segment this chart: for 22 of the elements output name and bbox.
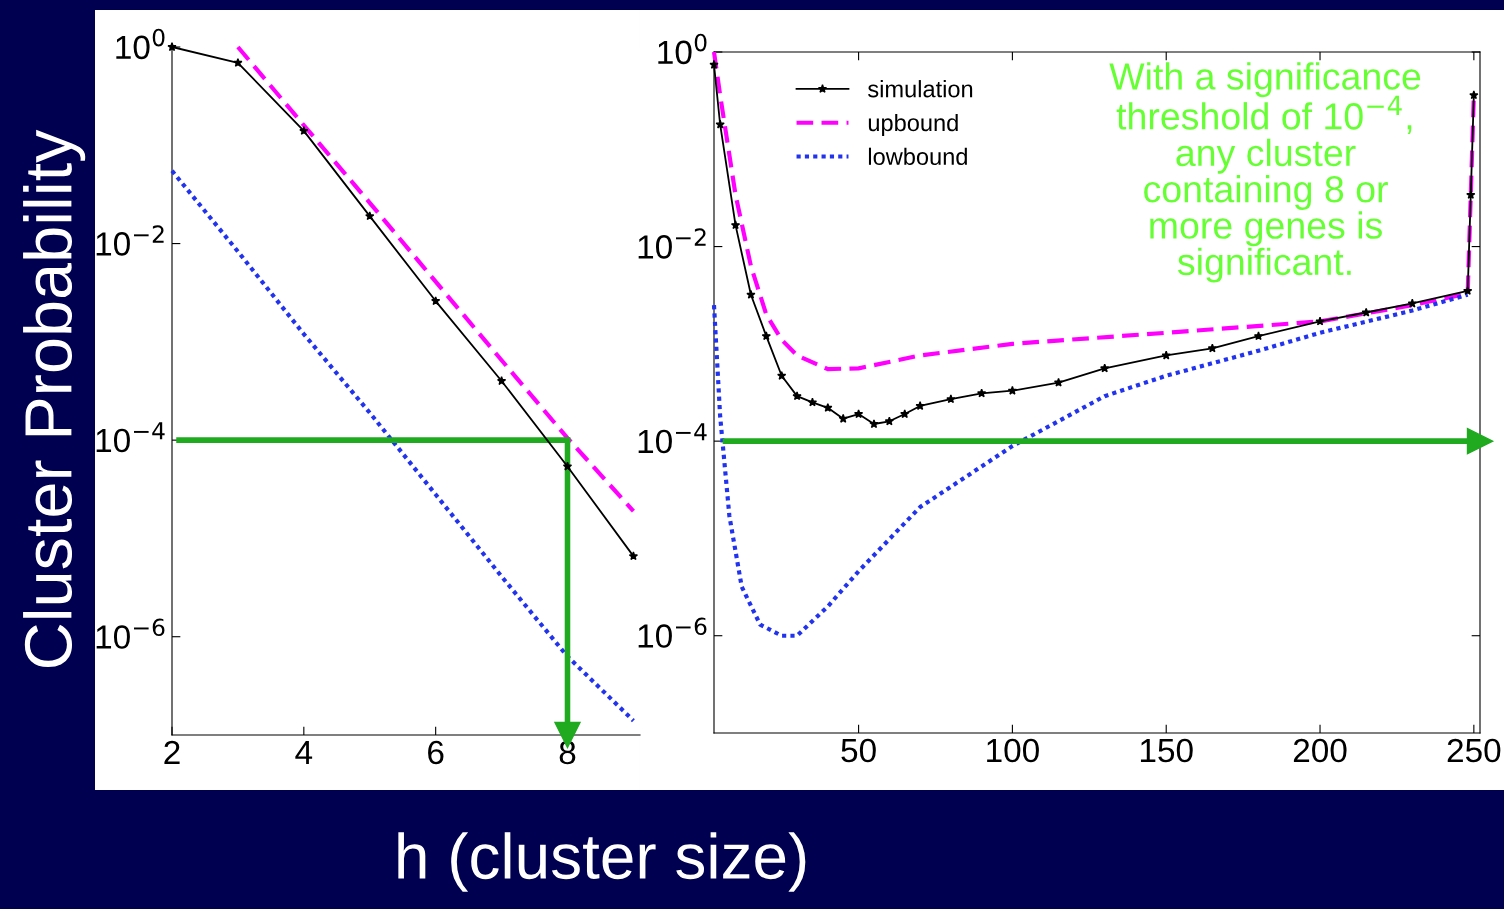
y-tick-label: 10$^{0}$ (658, 33, 707, 65)
x-tick-label: 100 (987, 738, 1039, 763)
y-tick-label: 10$^{−6}$ (638, 617, 707, 648)
y-tick-label: 10$^{−2}$ (96, 225, 164, 256)
x-tick-label: 250 (1447, 738, 1501, 763)
x-tick-label: 150 (1140, 738, 1193, 763)
x-tick-label: 50 (841, 738, 876, 763)
y-tick-label: 10$^{0}$ (116, 28, 165, 60)
legend-label: lowbound (868, 147, 967, 166)
legend-label: upbound (868, 113, 958, 136)
y-axis-title: Cluster Probability (23, 129, 86, 668)
y-tick-label: 10$^{−6}$ (96, 618, 165, 649)
y-tick-label: 10$^{−4}$ (638, 423, 707, 454)
legend-label: simulation (868, 80, 973, 98)
x-axis-title: h (cluster size) (398, 832, 806, 892)
text: With a significance threshold of 10$^{−4}$, any cluster containing 8 or more genes is significant. (1109, 62, 1421, 283)
x-tick-label: 200 (1293, 738, 1347, 763)
x-tick-label: 6 (428, 740, 444, 765)
y-tick-label: 10$^{−2}$ (638, 228, 706, 259)
x-tick-label: 2 (164, 740, 180, 765)
y-tick-label: 10$^{−4}$ (96, 422, 165, 453)
x-tick-label: 4 (295, 741, 313, 765)
